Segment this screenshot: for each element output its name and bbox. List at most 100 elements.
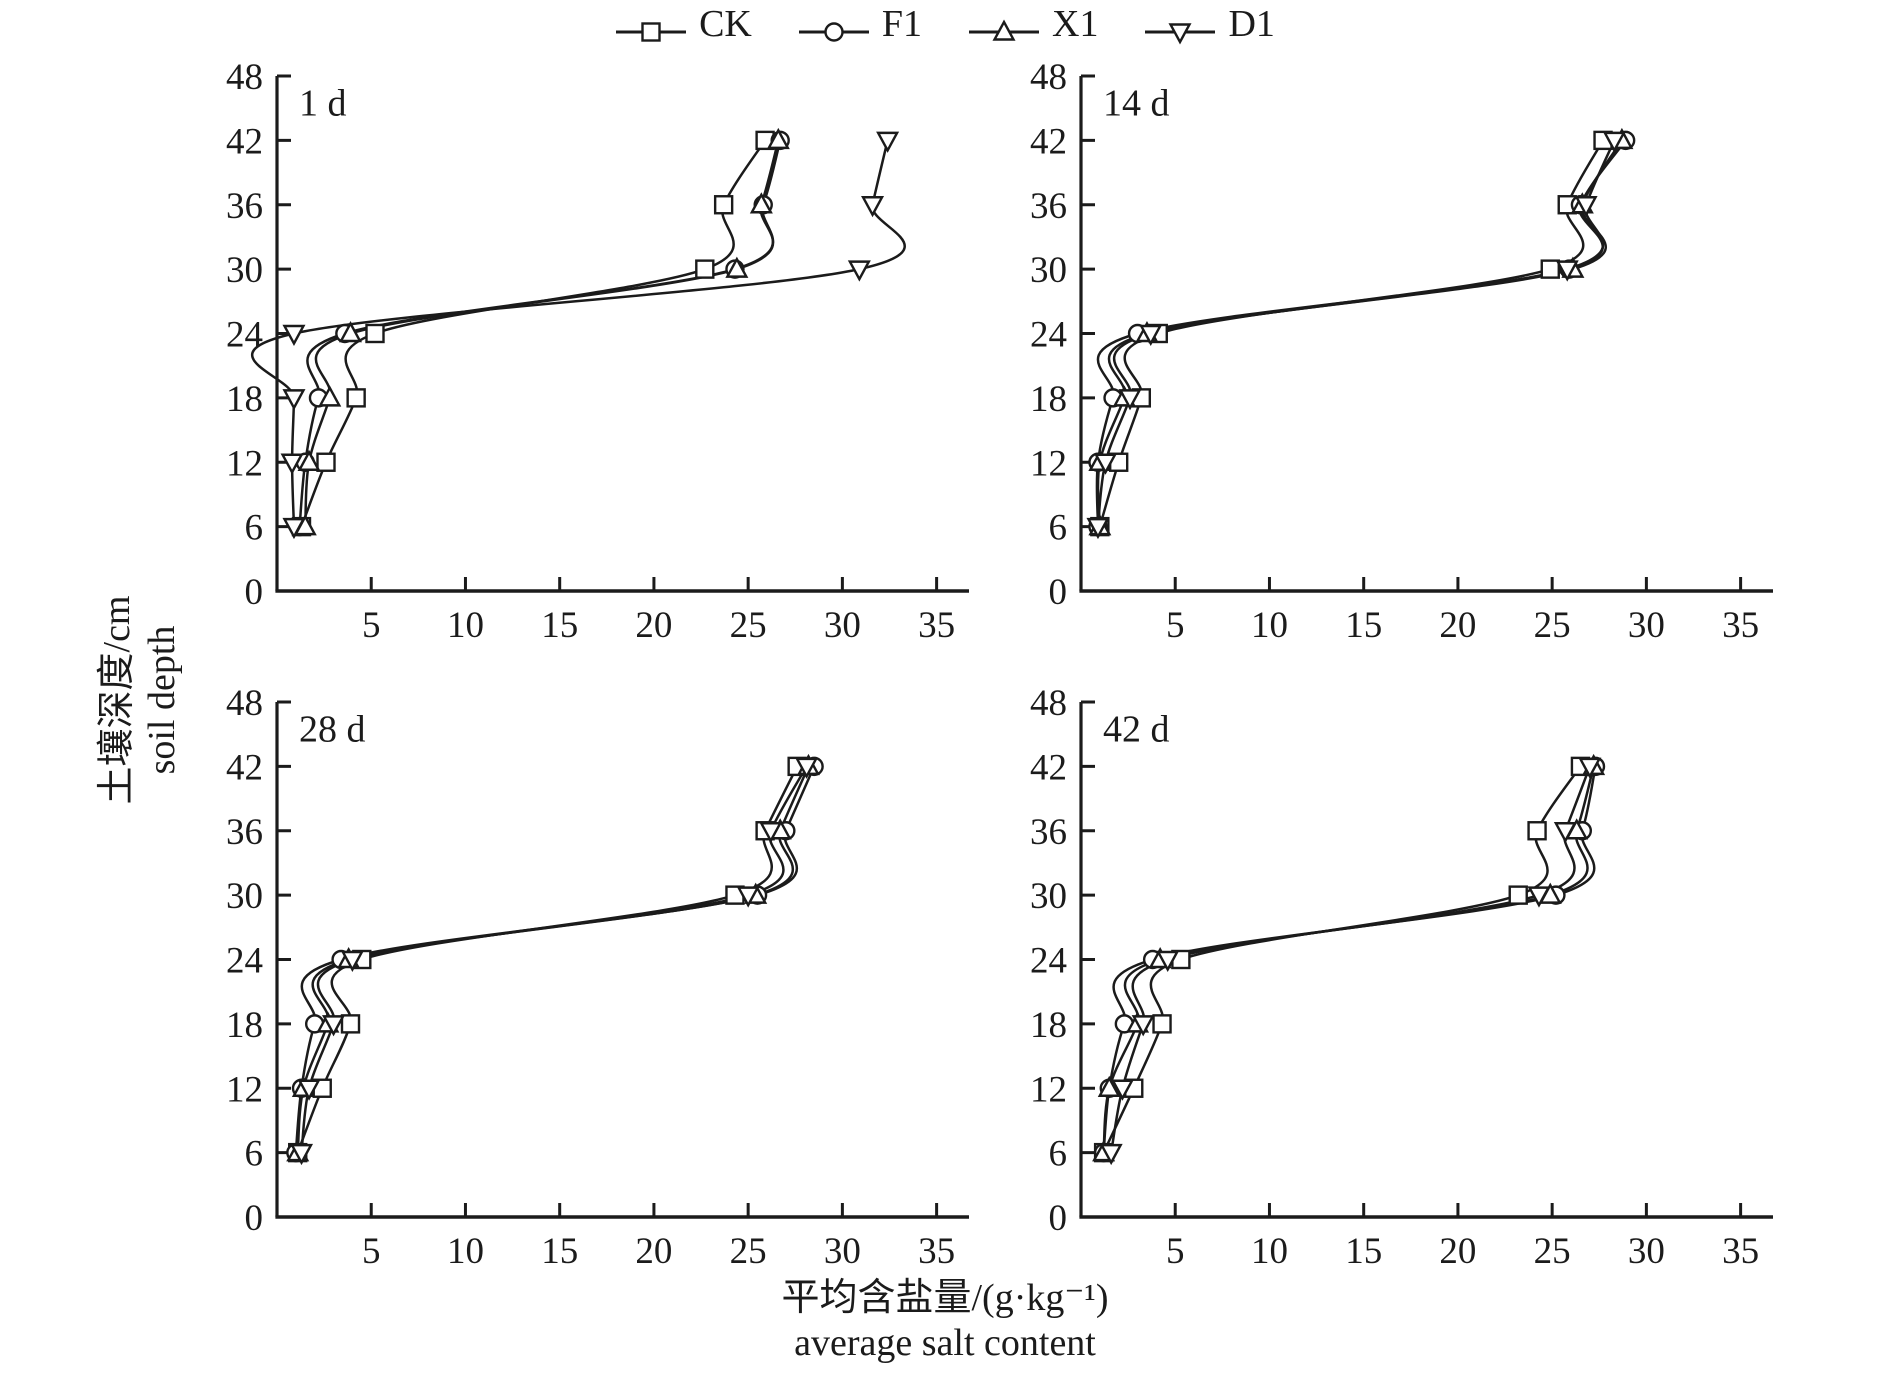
triangle-down-marker-icon bbox=[289, 1143, 314, 1166]
chart-panel-42d: 0 6 12 18 24 30 36 42 48 5 10 15 20 25 30 35 42 d bbox=[1030, 683, 1773, 1272]
y-tick-label: 30 bbox=[226, 876, 263, 917]
series-line-X1 bbox=[296, 765, 810, 1153]
square-marker-icon bbox=[695, 259, 715, 279]
series-markers-D1 bbox=[289, 757, 819, 1166]
series-markers-D1 bbox=[1086, 131, 1626, 540]
legend-marker-svg bbox=[798, 22, 869, 42]
y-tick-label: 36 bbox=[1030, 812, 1067, 853]
legend-label-d1: D1 bbox=[1228, 3, 1275, 45]
legend-item-ck: CK bbox=[615, 2, 752, 46]
x-tick-label: 35 bbox=[918, 605, 955, 646]
x-tick-label: 20 bbox=[1439, 605, 1476, 646]
series-markers-X1 bbox=[1088, 127, 1634, 536]
triangle-down-marker-icon bbox=[1553, 822, 1577, 844]
y-tick-label: 18 bbox=[1030, 1005, 1067, 1046]
legend-marker-svg bbox=[1145, 23, 1216, 45]
y-tick-label: 48 bbox=[1030, 57, 1067, 98]
y-tick-label: 12 bbox=[226, 1069, 263, 1110]
y-tick-label: 12 bbox=[1030, 1069, 1067, 1110]
y-tick-label: 36 bbox=[226, 186, 263, 227]
y-tick-label: 36 bbox=[1030, 186, 1067, 227]
triangle-down-marker-icon bbox=[736, 886, 760, 908]
square-marker-icon bbox=[316, 452, 336, 472]
triangle-down-marker-icon bbox=[1118, 389, 1142, 411]
y-tick-label: 42 bbox=[226, 121, 263, 162]
chart-panel-1d: 0 6 12 18 24 30 36 42 48 5 10 15 20 25 30 35 1 d bbox=[226, 57, 969, 646]
x-tick-label: 15 bbox=[541, 1231, 578, 1272]
triangle-down-marker-icon bbox=[322, 1015, 346, 1037]
square-marker-icon bbox=[1527, 821, 1547, 841]
y-tick-label: 24 bbox=[226, 315, 263, 356]
series-line-X1 bbox=[304, 140, 780, 527]
y-tick-label: 0 bbox=[1049, 572, 1068, 613]
series-line-X1 bbox=[1096, 139, 1623, 527]
triangle-down-marker-icon bbox=[1139, 324, 1163, 347]
x-tick-label: 25 bbox=[730, 1231, 767, 1272]
panel-title: 28 d bbox=[299, 709, 366, 751]
series-markers-CK bbox=[288, 756, 807, 1163]
x-tick-label: 20 bbox=[1439, 1231, 1476, 1272]
x-axis-label-zh: 平均含盐量/(g·kg⁻¹) bbox=[781, 1277, 1109, 1319]
x-tick-label: 5 bbox=[362, 605, 381, 646]
series-line-CK bbox=[296, 765, 799, 1154]
legend-marker-svg bbox=[616, 22, 687, 42]
triangle-down-marker-icon bbox=[282, 324, 306, 347]
series-markers-F1 bbox=[1088, 130, 1636, 537]
x-tick-label: 5 bbox=[362, 1231, 381, 1272]
y-tick-label: 48 bbox=[1030, 683, 1067, 724]
y-tick-label: 0 bbox=[1049, 1198, 1068, 1239]
triangle-down-marker-icon bbox=[1574, 196, 1598, 218]
series-markers-CK bbox=[1090, 130, 1613, 537]
y-tick-label: 42 bbox=[1030, 121, 1067, 162]
triangle-up-marker-icon bbox=[1097, 1075, 1121, 1097]
triangle-down-marker-icon bbox=[847, 260, 871, 282]
legend-item-f1: F1 bbox=[798, 2, 922, 46]
chart-panel-28d: 0 6 12 18 24 30 36 42 48 5 10 15 20 25 30 35 28 d bbox=[226, 683, 969, 1272]
y-axis-label-zh: 土壤深度/cm bbox=[96, 595, 139, 805]
triangle-down-marker-icon bbox=[282, 389, 306, 411]
triangle-down-marker-icon bbox=[1131, 1015, 1155, 1037]
legend: CK F1 X1 D1 bbox=[0, 2, 1890, 46]
panel-title: 1 d bbox=[299, 83, 347, 125]
triangle-down-marker-icon bbox=[1110, 1079, 1134, 1101]
triangle-down-marker-icon bbox=[1099, 1143, 1123, 1166]
y-tick-label: 30 bbox=[1030, 250, 1067, 291]
y-tick-label: 18 bbox=[226, 379, 263, 420]
legend-marker-svg bbox=[969, 19, 1040, 41]
x-axis-label: 平均含盐量/(g·kg⁻¹) average salt content bbox=[0, 1276, 1890, 1366]
x-tick-label: 35 bbox=[918, 1231, 955, 1272]
series-line-CK bbox=[1098, 139, 1605, 527]
y-tick-label: 24 bbox=[1030, 941, 1067, 982]
y-tick-label: 0 bbox=[245, 572, 264, 613]
triangle-down-marker-icon bbox=[1086, 517, 1110, 540]
x-tick-label: 30 bbox=[1628, 605, 1665, 646]
x-tick-label: 30 bbox=[824, 1231, 861, 1272]
x-tick-label: 5 bbox=[1166, 1231, 1185, 1272]
triangle-down-marker-icon bbox=[1144, 11, 1216, 45]
triangle-up-marker-icon bbox=[968, 11, 1040, 41]
y-tick-label: 30 bbox=[226, 250, 263, 291]
x-tick-label: 35 bbox=[1722, 605, 1759, 646]
triangle-up-marker-icon bbox=[766, 127, 790, 150]
legend-label-ck: CK bbox=[699, 3, 752, 45]
legend-item-x1: X1 bbox=[968, 2, 1098, 46]
x-tick-label: 10 bbox=[447, 605, 484, 646]
x-tick-label: 35 bbox=[1722, 1231, 1759, 1272]
triangle-up-marker-icon bbox=[318, 385, 342, 407]
x-tick-label: 10 bbox=[1251, 605, 1288, 646]
square-marker-icon bbox=[1540, 259, 1560, 279]
series-line-D1 bbox=[300, 765, 808, 1153]
triangle-up-marker-icon bbox=[297, 449, 321, 471]
circle-marker-icon bbox=[798, 11, 870, 42]
y-tick-label: 12 bbox=[1030, 443, 1067, 484]
panel-title: 14 d bbox=[1103, 83, 1170, 125]
y-tick-label: 0 bbox=[245, 1198, 264, 1239]
x-tick-label: 10 bbox=[1251, 1231, 1288, 1272]
series-markers-D1 bbox=[1099, 757, 1602, 1166]
y-tick-label: 48 bbox=[226, 683, 263, 724]
y-tick-label: 24 bbox=[226, 941, 263, 982]
triangle-down-marker-icon bbox=[1578, 757, 1602, 779]
legend-item-d1: D1 bbox=[1144, 2, 1275, 46]
square-marker-icon bbox=[615, 11, 687, 42]
x-tick-label: 15 bbox=[1345, 1231, 1382, 1272]
